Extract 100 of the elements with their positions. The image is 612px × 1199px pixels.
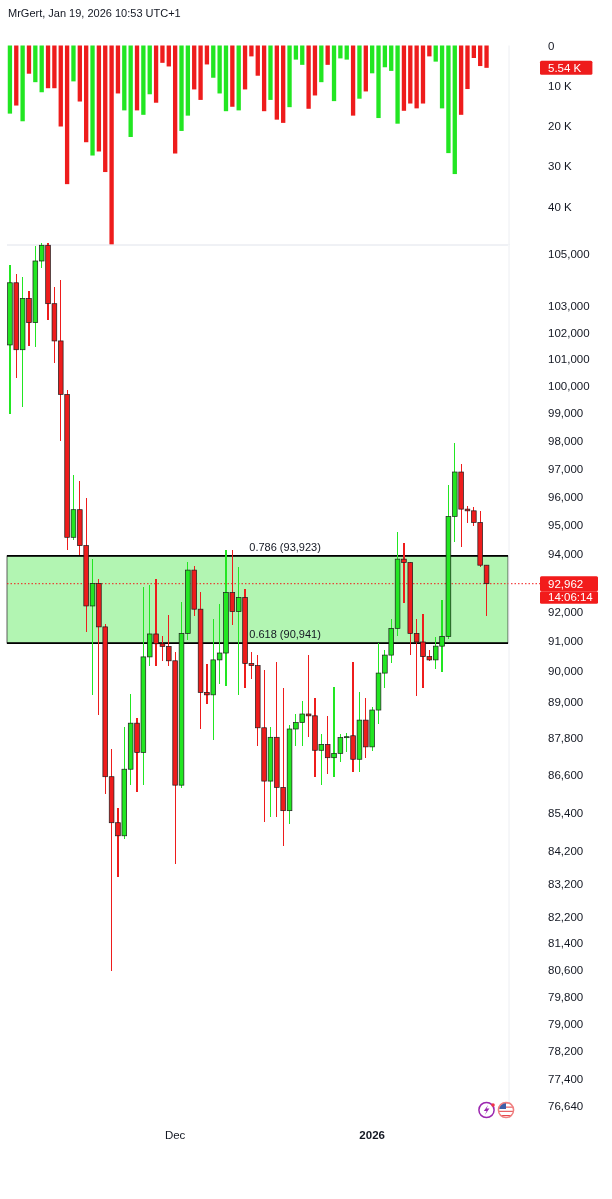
bar (33, 45, 38, 83)
bar (198, 45, 203, 100)
bar (128, 45, 133, 137)
bar (420, 45, 426, 104)
bar (357, 45, 362, 99)
bar (350, 45, 356, 116)
x-tick-label: Dec (164, 1129, 186, 1141)
bar (45, 45, 51, 89)
y-tick-label: 83,200 (548, 877, 584, 890)
bar (427, 45, 432, 57)
bar (274, 45, 279, 120)
y-tick-label: 98,000 (548, 434, 584, 447)
y-tick-label: 87,800 (548, 732, 584, 745)
bar (179, 45, 184, 131)
bar (134, 45, 140, 111)
bar (147, 45, 152, 95)
y-tick-label: 96,000 (548, 490, 584, 503)
bar (122, 45, 127, 111)
bar (64, 45, 70, 185)
bar (344, 45, 349, 60)
bar (363, 45, 368, 92)
y-tick-label: 102,000 (548, 326, 590, 339)
y-tick-label: 30 K (548, 160, 572, 173)
bar (376, 45, 381, 119)
bar (300, 45, 305, 65)
bar (458, 45, 464, 115)
y-tick-label: 40 K (548, 200, 572, 213)
bar (261, 45, 267, 112)
bar (242, 45, 248, 90)
bar (71, 45, 76, 82)
bar (236, 45, 241, 111)
bar (389, 45, 394, 71)
y-tick-label: 78,200 (548, 1045, 584, 1058)
bar (172, 45, 178, 154)
bar (281, 45, 286, 123)
y-tick-label: 20 K (548, 120, 572, 133)
ref-line-label: 0.786 (93,923) (249, 540, 321, 553)
bar (39, 45, 44, 93)
bar (395, 45, 400, 124)
y-tick-label: 105,000 (548, 248, 590, 261)
bar (77, 45, 82, 102)
bar (439, 45, 445, 109)
bar (414, 45, 419, 109)
bar (211, 45, 216, 78)
y-tick-label: 91,000 (548, 635, 584, 648)
y-tick-label: 94,000 (548, 547, 584, 560)
y-tick-label: 89,000 (548, 695, 584, 708)
bar (230, 45, 235, 107)
bar (408, 45, 413, 104)
bar (7, 45, 13, 114)
bar (306, 45, 311, 109)
y-tick-label: 81,400 (548, 936, 584, 949)
y-tick-label: 95,000 (548, 519, 584, 532)
chart-title: MrGert, Jan 19, 2026 10:53 UTC+1 (8, 7, 181, 19)
bar (58, 45, 63, 127)
bar (401, 45, 407, 111)
bar (141, 45, 146, 115)
y-tick-label: 97,000 (548, 462, 584, 475)
bar (160, 45, 165, 63)
y-tick-label: 80,600 (548, 963, 584, 976)
bar (338, 45, 343, 59)
y-tick-label: 82,200 (548, 910, 584, 923)
bar (452, 45, 457, 175)
bar (14, 45, 19, 106)
bar (109, 45, 114, 245)
y-tick-label: 0 (548, 39, 555, 52)
bar (255, 45, 260, 76)
bar (484, 45, 489, 68)
bar (96, 45, 102, 152)
y-tick-label: 79,000 (548, 1017, 584, 1030)
bar (52, 45, 57, 89)
bar (90, 45, 95, 156)
bar (20, 45, 25, 122)
bar (249, 45, 254, 57)
bar (319, 45, 324, 83)
y-tick-label: 103,000 (548, 300, 590, 313)
bar (217, 45, 222, 94)
bar (478, 45, 483, 67)
bar (223, 45, 229, 112)
y-tick-label: 99,000 (548, 407, 584, 420)
bar (446, 45, 451, 154)
bar (331, 45, 337, 102)
y-tick-label: 100,000 (548, 380, 590, 393)
y-tick-label: 76,640 (548, 1099, 584, 1112)
bar (433, 45, 438, 62)
bar (268, 45, 273, 100)
bar (287, 45, 292, 108)
y-tick-label: 90,000 (548, 665, 584, 678)
y-tick-label: 92,000 (548, 605, 584, 618)
bar (103, 45, 108, 173)
ref-line-label: 0.618 (90,941) (249, 628, 321, 641)
bar (84, 45, 89, 143)
y-tick-label: 84,200 (548, 845, 584, 858)
text: 5.54 K (548, 61, 582, 74)
bar (325, 45, 330, 65)
y-tick-label: 77,400 (548, 1073, 584, 1086)
bar (153, 45, 159, 103)
y-tick-label: 79,800 (548, 990, 584, 1003)
x-tick-label: 2026 (359, 1129, 385, 1141)
bar (293, 45, 299, 60)
